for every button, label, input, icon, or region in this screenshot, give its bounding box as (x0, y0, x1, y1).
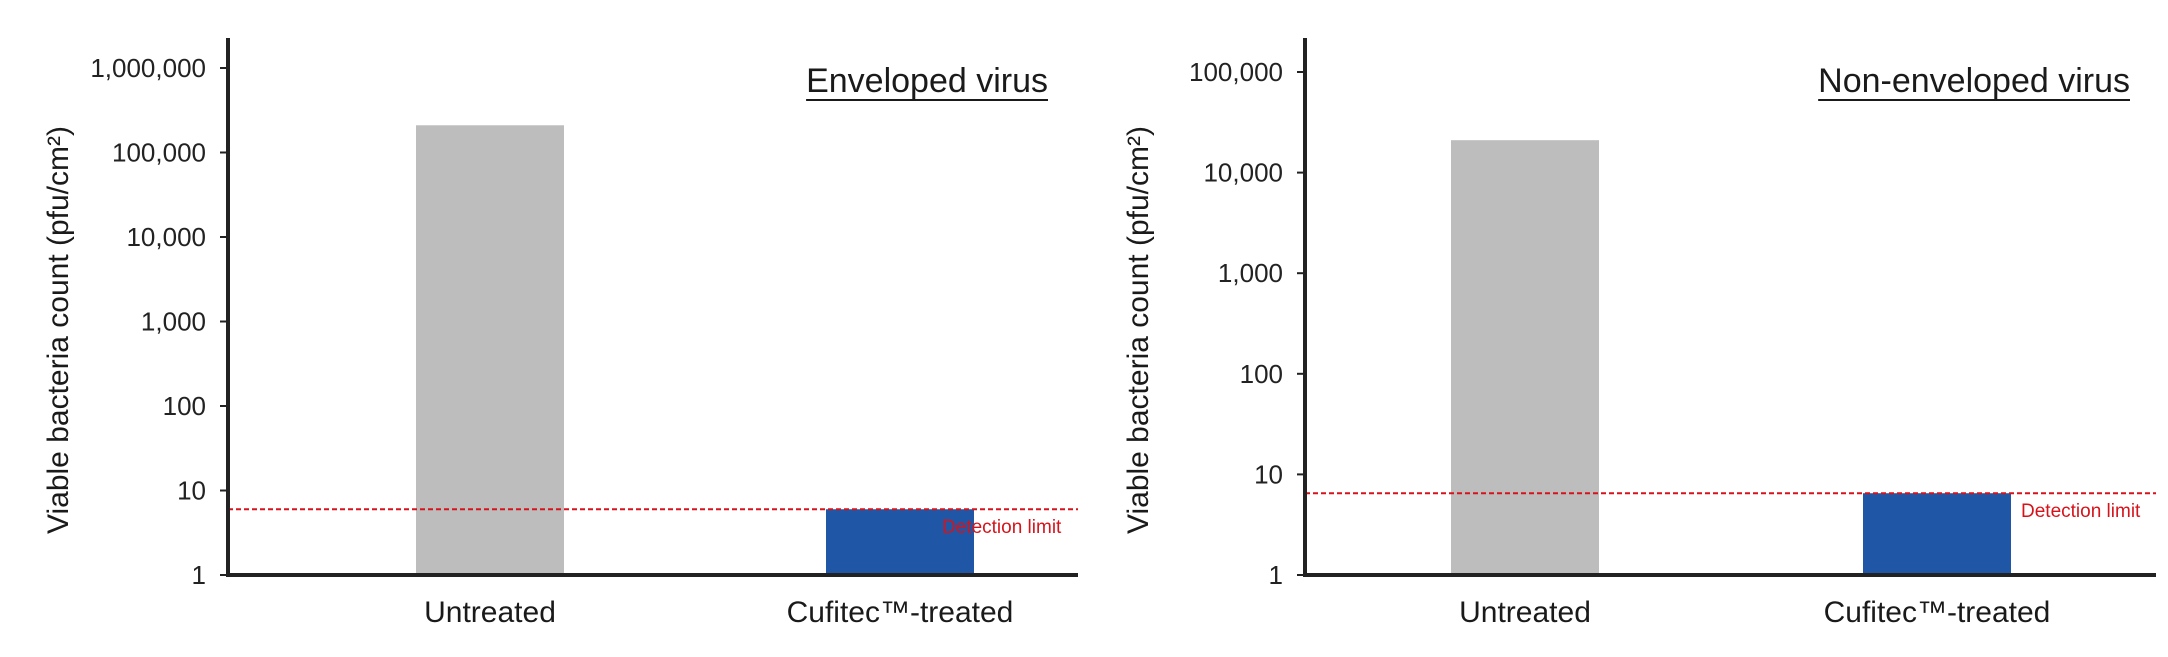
x-category-label: Untreated (1459, 596, 1591, 629)
y-tick-label: 10,000 (1203, 158, 1283, 188)
bar-untreated (1451, 140, 1599, 575)
chart-1: Detection limit 1 10 100 1,000 10,000 100,000 1… (42, 38, 1078, 629)
y-tick-label: 1 (1269, 560, 1283, 590)
y-tick-label: 10 (177, 476, 206, 506)
detection-limit-label: Detection limit (2021, 501, 2141, 522)
y-tick-label: 1,000 (141, 307, 206, 337)
bar-cufitec-treated (1863, 493, 2011, 575)
chart-2: Detection limit 1 10 100 1,000 10,000 100,000 U… (1122, 38, 2156, 629)
chart-title: Non-enveloped virus (1818, 62, 2130, 100)
detection-limit-label: Detection limit (942, 517, 1062, 538)
y-tick-label: 10 (1254, 459, 1283, 489)
x-category-label: Cufitec™-treated (787, 596, 1014, 629)
x-category-label: Cufitec™-treated (1824, 596, 2051, 629)
y-axis-label: Viable bacteria count (pfu/cm²) (1122, 126, 1155, 534)
y-axis-label: Viable bacteria count (pfu/cm²) (42, 126, 75, 534)
y-tick-label: 1 (192, 560, 206, 590)
y-tick-label: 100,000 (112, 138, 206, 168)
y-tick-label: 1,000 (1218, 258, 1283, 288)
y-tick-label: 1,000,000 (90, 53, 206, 83)
y-tick-label: 100,000 (1189, 57, 1283, 87)
bar-untreated (416, 125, 564, 576)
y-tick-label: 100 (163, 391, 206, 421)
bar-cufitec-treated (826, 509, 974, 575)
chart-title: Enveloped virus (806, 62, 1048, 100)
y-tick-label: 10,000 (126, 222, 206, 252)
x-category-label: Untreated (424, 596, 556, 629)
y-tick-label: 100 (1240, 359, 1283, 389)
